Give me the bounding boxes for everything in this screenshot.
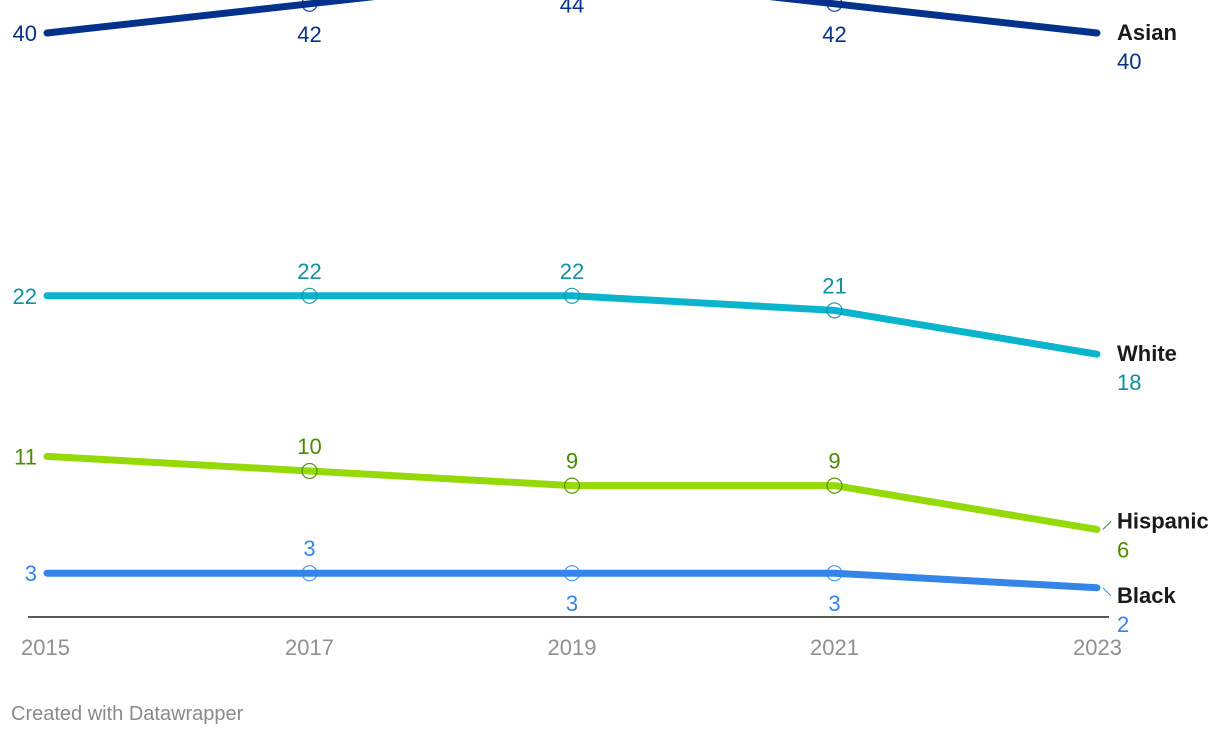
series-markers	[301, 0, 843, 582]
data-label: 44	[560, 0, 584, 18]
data-label: 3	[566, 591, 578, 616]
data-point-marker	[826, 565, 843, 582]
data-label: 21	[822, 273, 846, 298]
series-line	[43, 292, 1101, 358]
x-axis: 2015 2017 2019 2021 2023	[21, 616, 1122, 660]
line-chart: 2015 2017 2019 2021 2023 40 42 44 42 22 22 22 21 11 1…	[13, 0, 1209, 660]
data-label: 22	[13, 284, 37, 309]
data-label: 22	[297, 259, 321, 284]
x-tick-label: 2019	[548, 635, 597, 660]
data-label: 3	[303, 536, 315, 561]
series-line	[43, 0, 1101, 37]
data-point-marker	[826, 302, 843, 319]
data-label: 22	[560, 259, 584, 284]
end-value-label: 40	[1117, 49, 1141, 74]
x-tick-label: 2017	[285, 635, 334, 660]
x-tick-label: 2021	[810, 635, 859, 660]
series-name-label: White	[1117, 341, 1177, 366]
data-label: 10	[297, 434, 321, 459]
label-connector	[1102, 521, 1112, 530]
series-name-labels: Asian 40 White 18 Hispanic 6 Black 2	[1102, 20, 1209, 637]
series-lines	[43, 0, 1101, 592]
data-point-marker	[826, 477, 843, 494]
data-label: 9	[828, 449, 840, 474]
data-label: 11	[14, 444, 37, 469]
series-line	[43, 452, 1101, 533]
x-tick-label: 2015	[21, 635, 70, 660]
data-label: 3	[828, 591, 840, 616]
credit-footer: Created with Datawrapper	[11, 703, 244, 725]
data-point-marker	[301, 0, 318, 12]
data-point-marker	[563, 565, 581, 582]
series-name-label: Black	[1117, 583, 1176, 608]
data-point-marker	[563, 287, 581, 304]
data-label: 9	[566, 449, 578, 474]
data-point-marker	[301, 565, 318, 582]
data-label: 42	[297, 22, 321, 47]
data-labels: 40 42 44 42 22 22 22 21 11 10 9 9 3 3 3 3	[13, 0, 847, 616]
series-line	[43, 569, 1101, 592]
series-name-label: Asian	[1117, 20, 1177, 45]
data-label: 3	[25, 561, 37, 586]
end-value-label: 6	[1117, 537, 1129, 562]
data-point-marker	[301, 287, 318, 304]
end-value-label: 2	[1117, 612, 1129, 637]
data-point-marker	[826, 0, 843, 12]
data-point-marker	[301, 462, 318, 480]
data-label: 42	[822, 22, 846, 47]
data-point-marker	[563, 477, 581, 494]
x-tick-label: 2023	[1073, 635, 1122, 660]
series-name-label: Hispanic	[1117, 508, 1209, 533]
label-connector	[1102, 587, 1112, 597]
data-label: 40	[13, 21, 37, 46]
end-value-label: 18	[1117, 370, 1141, 395]
